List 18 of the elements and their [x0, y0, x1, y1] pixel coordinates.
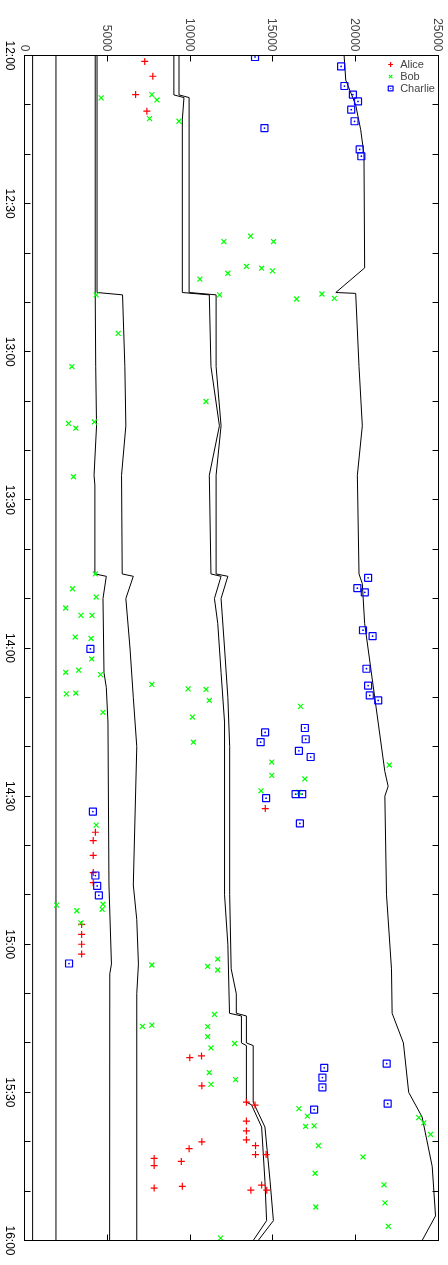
y-tick-label: 14:00 — [2, 632, 17, 664]
x-tick-label: 10000 — [182, 18, 197, 52]
legend-label: Alice — [400, 58, 424, 70]
x-tick-label: 15000 — [265, 18, 280, 52]
y-tick-label: 16:00 — [2, 1225, 17, 1256]
y-tick-label: 13:30 — [2, 484, 17, 516]
x-tick-label: 5000 — [99, 24, 114, 52]
y-tick-label: 14:30 — [2, 781, 17, 812]
legend-label: Bob — [400, 70, 421, 82]
y-tick-label: 12:30 — [2, 188, 17, 219]
y-tick-label: 12:00 — [2, 40, 17, 71]
x-tick-label: 20000 — [348, 18, 363, 52]
x-tick-label: 0 — [17, 44, 32, 52]
legend-label: Charlie — [400, 82, 435, 94]
x-tick-label: 25000 — [431, 18, 445, 52]
y-tick-label: 15:30 — [2, 1077, 17, 1108]
y-tick-label: 13:00 — [2, 336, 17, 368]
y-tick-label: 15:00 — [2, 929, 17, 960]
